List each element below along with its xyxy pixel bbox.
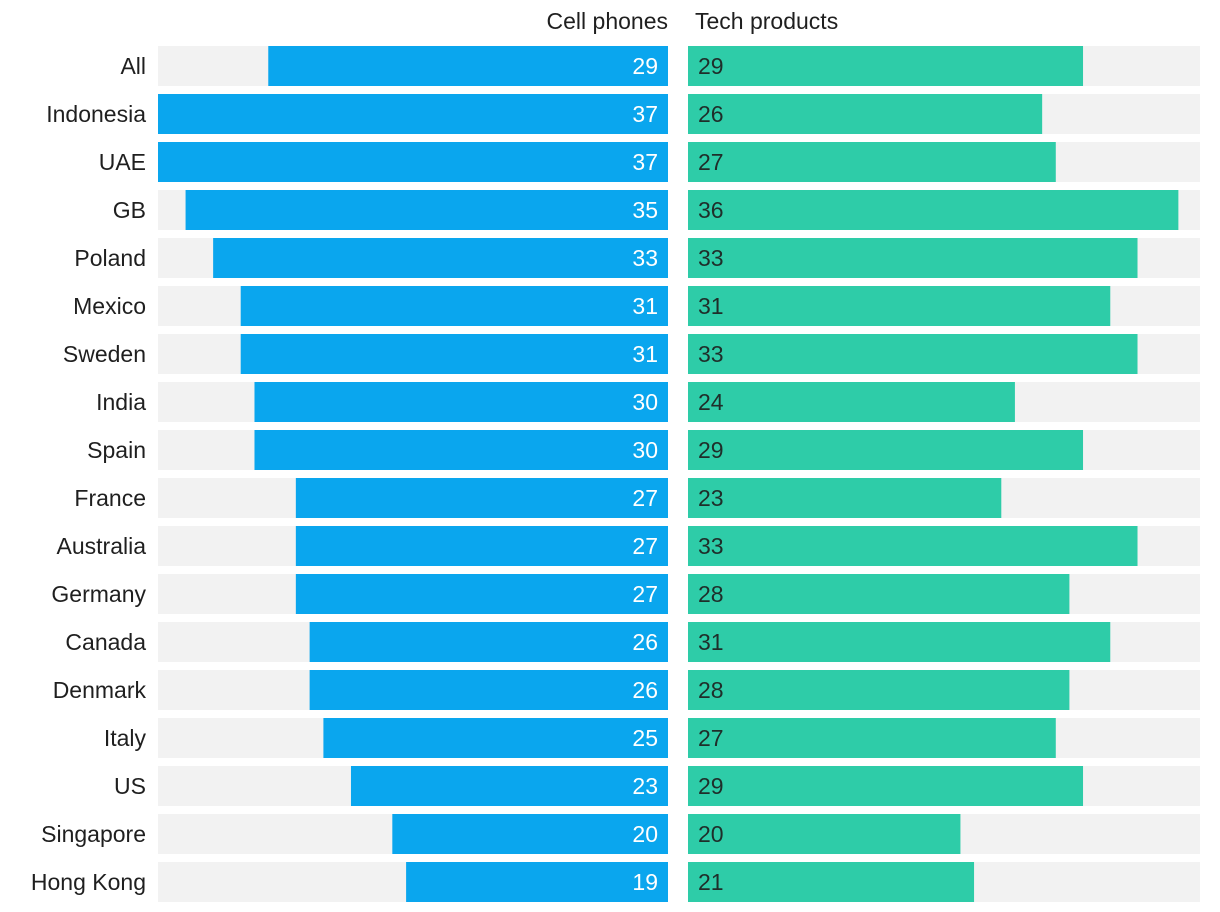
value-label-tech-products-us: 29 — [698, 773, 724, 799]
category-label-all: All — [120, 53, 146, 79]
value-label-tech-products-poland: 33 — [698, 245, 724, 271]
bar-tech-products-denmark — [688, 670, 1070, 710]
bar-tech-products-australia — [688, 526, 1138, 566]
category-label-france: France — [74, 485, 146, 511]
bar-tech-products-us — [688, 766, 1084, 806]
value-label-tech-products-australia: 33 — [698, 533, 724, 559]
value-label-cell-phones-germany: 27 — [632, 581, 658, 607]
value-label-tech-products-spain: 29 — [698, 437, 724, 463]
category-label-mexico: Mexico — [73, 293, 146, 319]
bar-cell-phones-germany — [295, 574, 668, 614]
bar-cell-phones-singapore — [392, 814, 668, 854]
value-label-cell-phones-indonesia: 37 — [632, 101, 658, 127]
value-label-tech-products-india: 24 — [698, 389, 724, 415]
bar-cell-phones-hong-kong — [406, 862, 668, 902]
bar-tech-products-italy — [688, 718, 1056, 758]
value-label-cell-phones-australia: 27 — [632, 533, 658, 559]
category-label-hong-kong: Hong Kong — [31, 869, 146, 895]
value-label-cell-phones-gb: 35 — [632, 197, 658, 223]
category-label-denmark: Denmark — [53, 677, 147, 703]
bar-cell-phones-poland — [213, 238, 668, 278]
bar-cell-phones-indonesia — [158, 94, 668, 134]
category-label-italy: Italy — [104, 725, 147, 751]
category-label-uae: UAE — [99, 149, 146, 175]
value-label-tech-products-denmark: 28 — [698, 677, 724, 703]
value-label-tech-products-all: 29 — [698, 53, 724, 79]
value-label-tech-products-italy: 27 — [698, 725, 724, 751]
bar-tech-products-canada — [688, 622, 1111, 662]
category-label-germany: Germany — [51, 581, 146, 607]
value-label-cell-phones-us: 23 — [632, 773, 658, 799]
value-label-tech-products-sweden: 33 — [698, 341, 724, 367]
value-label-tech-products-france: 23 — [698, 485, 724, 511]
bar-cell-phones-uae — [158, 142, 668, 182]
category-label-sweden: Sweden — [63, 341, 146, 367]
value-label-tech-products-canada: 31 — [698, 629, 724, 655]
value-label-cell-phones-singapore: 20 — [632, 821, 658, 847]
bar-cell-phones-sweden — [240, 334, 668, 374]
bar-tech-products-germany — [688, 574, 1070, 614]
bar-tech-products-spain — [688, 430, 1084, 470]
bar-cell-phones-all — [268, 46, 668, 86]
bar-cell-phones-canada — [309, 622, 668, 662]
category-label-india: India — [96, 389, 146, 415]
bar-tech-products-gb — [688, 190, 1179, 230]
value-label-tech-products-uae: 27 — [698, 149, 724, 175]
value-label-cell-phones-spain: 30 — [632, 437, 658, 463]
value-label-cell-phones-uae: 37 — [632, 149, 658, 175]
category-label-us: US — [114, 773, 146, 799]
bar-tech-products-france — [688, 478, 1002, 518]
header-tech-products: Tech products — [695, 8, 838, 34]
bar-tech-products-sweden — [688, 334, 1138, 374]
category-label-poland: Poland — [74, 245, 146, 271]
bar-tech-products-mexico — [688, 286, 1111, 326]
value-label-tech-products-germany: 28 — [698, 581, 724, 607]
value-label-cell-phones-france: 27 — [632, 485, 658, 511]
bar-cell-phones-spain — [254, 430, 668, 470]
category-label-indonesia: Indonesia — [46, 101, 146, 127]
value-label-cell-phones-canada: 26 — [632, 629, 658, 655]
bar-tech-products-india — [688, 382, 1015, 422]
value-label-cell-phones-denmark: 26 — [632, 677, 658, 703]
bar-cell-phones-india — [254, 382, 668, 422]
bar-cell-phones-denmark — [309, 670, 668, 710]
category-label-canada: Canada — [65, 629, 146, 655]
bar-tech-products-singapore — [688, 814, 961, 854]
value-label-tech-products-hong-kong: 21 — [698, 869, 724, 895]
value-label-cell-phones-hong-kong: 19 — [632, 869, 658, 895]
header-cell-phones: Cell phones — [547, 8, 668, 34]
bar-tech-products-poland — [688, 238, 1138, 278]
bar-tech-products-uae — [688, 142, 1056, 182]
value-label-tech-products-singapore: 20 — [698, 821, 724, 847]
value-label-tech-products-mexico: 31 — [698, 293, 724, 319]
bar-cell-phones-australia — [295, 526, 668, 566]
value-label-tech-products-indonesia: 26 — [698, 101, 724, 127]
value-label-tech-products-gb: 36 — [698, 197, 724, 223]
category-label-australia: Australia — [57, 533, 147, 559]
value-label-cell-phones-india: 30 — [632, 389, 658, 415]
category-label-spain: Spain — [87, 437, 146, 463]
bar-cell-phones-gb — [185, 190, 668, 230]
value-label-cell-phones-mexico: 31 — [632, 293, 658, 319]
chart-rows: All 29 29 Indonesia 37 26 UAE 37 27 GB 35 36 Poland 3… — [31, 46, 1200, 902]
value-label-cell-phones-poland: 33 — [632, 245, 658, 271]
bar-cell-phones-france — [295, 478, 668, 518]
bar-tech-products-hong-kong — [688, 862, 975, 902]
value-label-cell-phones-all: 29 — [632, 53, 658, 79]
value-label-cell-phones-sweden: 31 — [632, 341, 658, 367]
bar-tech-products-all — [688, 46, 1084, 86]
category-label-singapore: Singapore — [41, 821, 146, 847]
bar-cell-phones-italy — [323, 718, 668, 758]
bar-tech-products-indonesia — [688, 94, 1043, 134]
bar-cell-phones-mexico — [240, 286, 668, 326]
bar-cell-phones-us — [350, 766, 668, 806]
value-label-cell-phones-italy: 25 — [632, 725, 658, 751]
category-label-gb: GB — [113, 197, 146, 223]
